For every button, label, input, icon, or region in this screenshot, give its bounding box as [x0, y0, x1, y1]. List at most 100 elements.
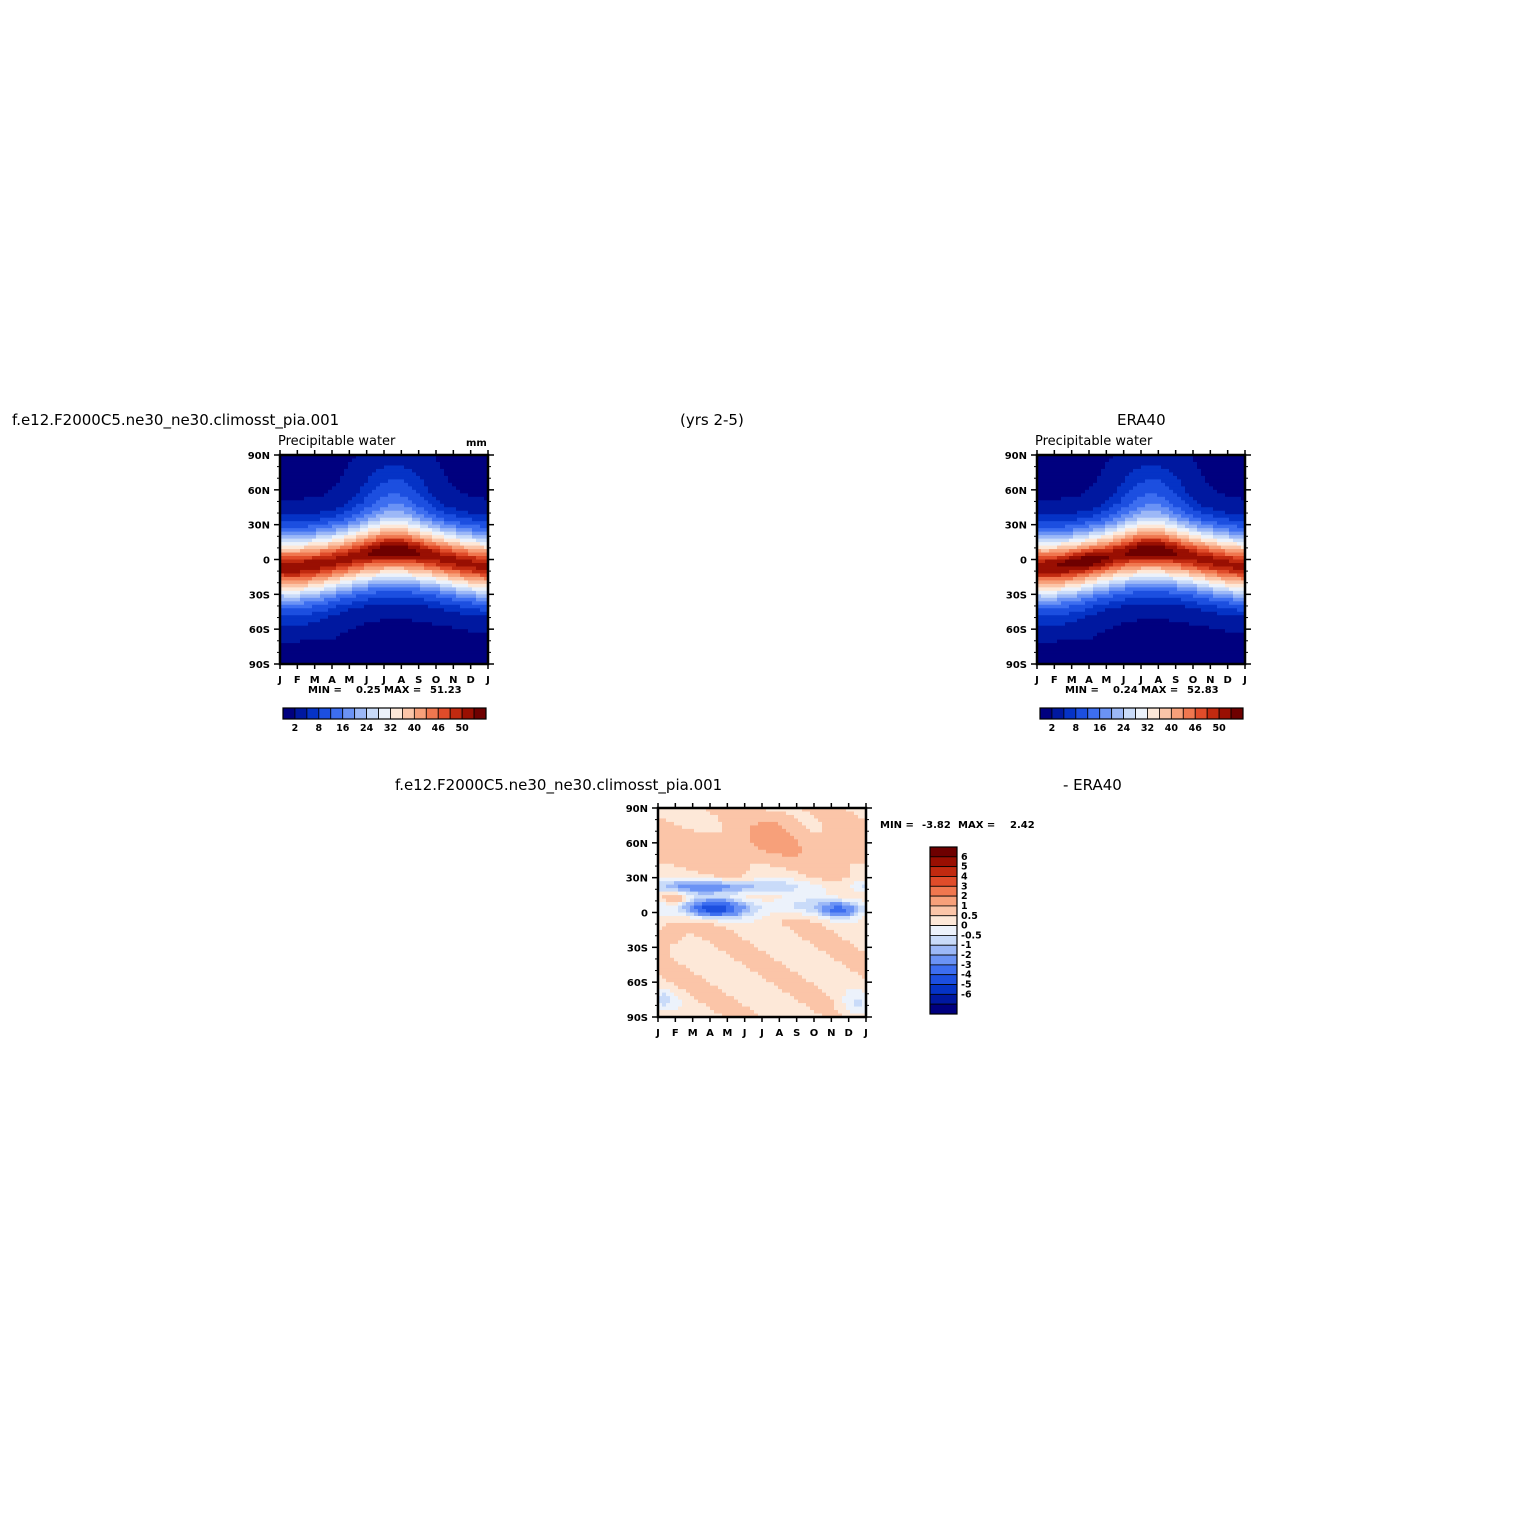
- field-cell: [424, 622, 429, 627]
- field-cell: [468, 646, 473, 651]
- diff-max-value: 2.42: [1010, 820, 1035, 831]
- field-cell: [456, 608, 461, 613]
- field-cell: [288, 510, 293, 515]
- field-cell: [1069, 507, 1074, 512]
- field-cell: [472, 455, 477, 460]
- field-cell: [1105, 503, 1110, 508]
- field-cell: [1149, 475, 1154, 480]
- field-cell: [396, 531, 401, 536]
- field-cell: [1037, 573, 1042, 578]
- field-cell: [312, 653, 317, 658]
- field-cell: [284, 608, 289, 613]
- field-cell: [1097, 535, 1102, 540]
- field-cell: [476, 503, 481, 508]
- field-cell: [1101, 639, 1106, 644]
- field-cell: [1089, 514, 1094, 519]
- field-cell: [484, 622, 488, 627]
- field-cell: [352, 636, 357, 641]
- field-cell: [416, 559, 421, 564]
- field-cell: [304, 461, 309, 467]
- field-cell: [328, 531, 333, 536]
- field-cell: [1081, 549, 1086, 554]
- field-cell: [1137, 615, 1142, 620]
- field-cell: [340, 559, 345, 564]
- field-cell: [1097, 608, 1102, 613]
- field-cell: [1089, 535, 1094, 540]
- field-cell: [348, 594, 353, 599]
- field-cell: [1113, 489, 1118, 494]
- field-cell: [1153, 521, 1158, 526]
- field-cell: [440, 646, 445, 651]
- field-cell: [1141, 660, 1146, 664]
- field-cell: [472, 657, 477, 662]
- field-cell: [1089, 566, 1094, 571]
- field-cell: [416, 503, 421, 508]
- field-cell: [1069, 657, 1074, 662]
- field-cell: [312, 493, 317, 498]
- field-cell: [484, 629, 488, 634]
- field-cell: [1105, 615, 1110, 620]
- field-cell: [1089, 597, 1094, 602]
- field-cell: [288, 489, 293, 494]
- field-cell: [1049, 646, 1054, 651]
- field-cell: [1097, 542, 1102, 547]
- field-cell: [280, 514, 285, 519]
- field-cell: [280, 566, 285, 571]
- field-cell: [288, 618, 293, 623]
- field-cell: [376, 576, 381, 581]
- y-tick-label: 60S: [249, 625, 270, 636]
- field-cell: [1081, 545, 1086, 550]
- field-cell: [1113, 514, 1118, 519]
- field-cell: [360, 538, 365, 543]
- field-cell: [400, 521, 405, 526]
- field-cell: [312, 590, 317, 595]
- field-cell: [1057, 653, 1062, 658]
- field-cell: [364, 636, 369, 641]
- field-cell: [424, 566, 429, 571]
- field-cell: [384, 650, 389, 655]
- field-cell: [384, 524, 389, 529]
- field-cell: [1093, 566, 1098, 571]
- field-cell: [284, 580, 289, 585]
- field-cell: [384, 500, 389, 505]
- field-cell: [300, 500, 305, 505]
- field-cell: [1069, 514, 1074, 519]
- x-tick-label: D: [467, 675, 475, 686]
- field-cell: [476, 507, 481, 512]
- field-cell: [312, 545, 317, 550]
- field-cell: [364, 604, 369, 609]
- field-cell: [404, 549, 409, 554]
- field-cell: [396, 657, 401, 662]
- field-cell: [1085, 510, 1090, 515]
- field-cell: [456, 549, 461, 554]
- field-cell: [1137, 472, 1142, 477]
- field-cell: [336, 643, 341, 648]
- field-cell: [348, 468, 353, 474]
- field-cell: [300, 604, 305, 609]
- field-cell: [436, 590, 441, 595]
- field-cell: [1133, 657, 1138, 662]
- field-cell: [1089, 496, 1094, 501]
- field-cell: [288, 496, 293, 501]
- field-cell: [476, 514, 481, 519]
- field-cell: [352, 538, 357, 543]
- field-cell: [1121, 643, 1126, 648]
- field-cell: [476, 510, 481, 515]
- field-cell: [1053, 657, 1058, 662]
- field-cell: [464, 549, 469, 554]
- field-cell: [332, 482, 337, 487]
- field-cell: [1149, 531, 1154, 536]
- field-cell: [352, 622, 357, 627]
- field-cell: [476, 500, 481, 505]
- field-cell: [464, 545, 469, 550]
- field-cell: [380, 458, 385, 463]
- field-cell: [1093, 562, 1098, 568]
- field-cell: [412, 629, 417, 634]
- field-cell: [1069, 458, 1074, 463]
- field-cell: [432, 566, 437, 571]
- field-cell: [1073, 576, 1078, 581]
- field-cell: [1065, 618, 1070, 623]
- field-cell: [1065, 608, 1070, 613]
- field-cell: [412, 507, 417, 512]
- field-cell: [484, 524, 488, 529]
